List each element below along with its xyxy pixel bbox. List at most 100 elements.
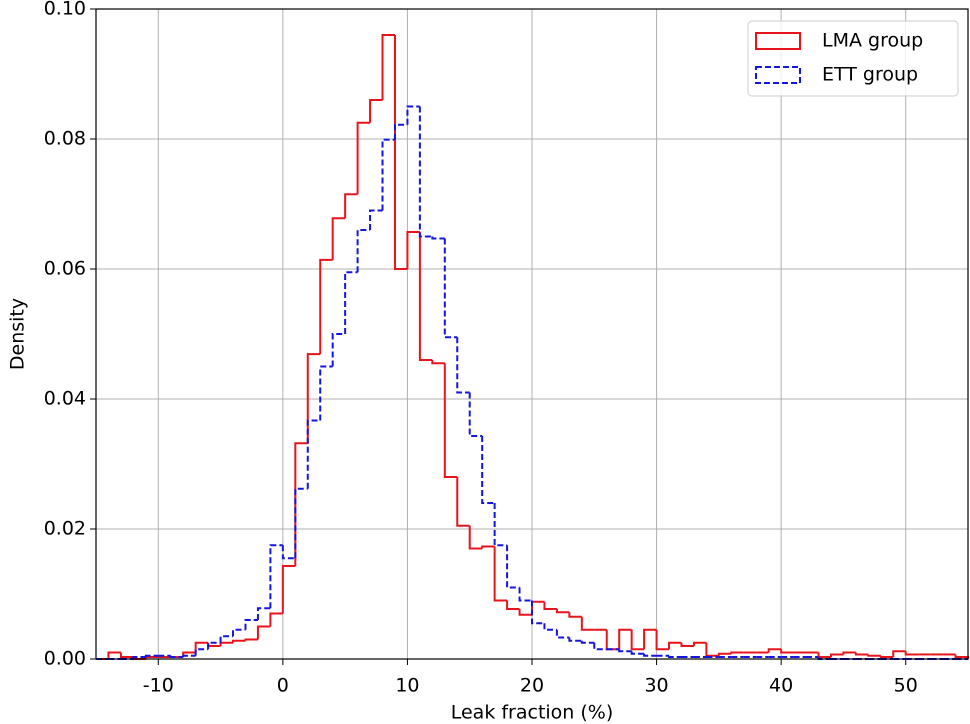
histogram-step <box>829 653 844 658</box>
histogram-step <box>331 333 346 367</box>
histogram-step <box>555 629 570 639</box>
histogram-step <box>256 607 271 620</box>
histogram-step <box>381 138 395 211</box>
x-tick-label: 10 <box>395 675 419 697</box>
histogram-step <box>381 34 395 100</box>
histogram-step <box>867 654 881 657</box>
histogram-step <box>119 652 134 659</box>
legend: LMA group ETT group <box>747 20 959 97</box>
histogram-step <box>219 641 234 646</box>
histogram-step <box>518 587 532 602</box>
histogram-step <box>655 629 670 651</box>
legend-swatch <box>755 66 801 84</box>
histogram-step <box>269 544 283 609</box>
histogram-step <box>468 525 483 550</box>
histogram-step <box>543 601 557 610</box>
histogram-step <box>481 436 495 504</box>
histogram-step <box>443 363 458 478</box>
histogram-step <box>369 209 383 230</box>
histogram-step <box>593 642 607 651</box>
histogram-step <box>705 642 719 657</box>
histogram-step <box>431 236 445 240</box>
histogram-step <box>456 337 470 394</box>
histogram-step <box>643 653 657 657</box>
histogram-step <box>244 619 258 630</box>
histogram-step <box>244 638 258 641</box>
histogram-step <box>531 600 545 615</box>
legend-label: LMA group <box>822 30 923 52</box>
histogram-step <box>854 652 869 656</box>
histogram-step <box>393 35 408 270</box>
histogram-step <box>369 99 383 123</box>
histogram-step <box>356 121 371 195</box>
histogram-step <box>643 628 657 650</box>
histogram-step <box>780 649 794 654</box>
histogram-step <box>132 656 146 659</box>
histogram-step <box>892 650 906 658</box>
histogram-step <box>680 642 694 647</box>
histogram-step <box>281 565 296 614</box>
histogram-step <box>356 229 371 273</box>
histogram-step <box>493 503 508 547</box>
histogram-step <box>555 608 570 614</box>
histogram-step <box>506 600 520 610</box>
histogram-step <box>144 654 159 658</box>
histogram-step <box>468 392 483 438</box>
histogram-step <box>319 365 333 421</box>
histogram-step <box>630 651 645 655</box>
histogram-step <box>269 612 283 627</box>
histogram-step <box>256 625 271 640</box>
histogram-step <box>169 655 184 659</box>
x-tick-label: 50 <box>894 675 918 697</box>
histogram-step <box>344 271 358 334</box>
histogram-step <box>418 231 433 361</box>
histogram-step <box>531 600 545 625</box>
histogram-step <box>817 652 831 659</box>
x-tick-label: 30 <box>644 675 668 697</box>
histogram-step <box>281 545 296 560</box>
histogram-step <box>306 353 321 444</box>
y-tick-label: 0.02 <box>44 518 86 540</box>
histogram-step <box>232 639 246 643</box>
x-axis-label: Leak fraction (%) <box>451 702 614 724</box>
histogram-step <box>904 651 919 656</box>
y-tick-label: 0.10 <box>44 0 86 20</box>
histogram-step <box>456 477 470 527</box>
histogram-step <box>406 230 420 269</box>
histogram-step <box>306 419 321 489</box>
histogram-step <box>618 628 632 650</box>
histogram-step <box>107 651 121 659</box>
y-tick-label: 0.08 <box>44 128 86 150</box>
histogram-step <box>668 655 682 659</box>
histogram-step <box>879 655 894 659</box>
histogram-step <box>692 641 707 646</box>
histogram-step <box>481 545 495 549</box>
histogram-step <box>194 641 209 653</box>
histogram-step <box>294 442 308 567</box>
histogram-step <box>207 641 221 650</box>
histogram-step <box>568 637 582 642</box>
histogram-step <box>219 635 234 643</box>
x-tick-label: 0 <box>277 675 289 697</box>
x-tick-label: 40 <box>769 675 793 697</box>
histogram-step <box>618 649 632 653</box>
histogram-step <box>543 623 557 631</box>
histogram-step <box>393 123 408 140</box>
legend-swatch <box>755 32 801 50</box>
histogram-step <box>431 360 445 365</box>
histogram-step <box>443 238 458 339</box>
x-tick-label: -10 <box>143 675 174 697</box>
histogram-step <box>182 654 196 658</box>
histogram-step <box>580 616 595 631</box>
histogram-step <box>730 651 744 654</box>
histogram-step <box>605 629 620 651</box>
histogram-step <box>294 487 308 559</box>
histogram-step <box>319 258 333 355</box>
histogram-step <box>506 545 520 589</box>
x-tick-label: 20 <box>520 675 544 697</box>
histogram-step <box>232 628 246 637</box>
histogram-step <box>331 217 346 260</box>
histogram-step <box>842 651 856 655</box>
y-tick-label: 0.00 <box>44 648 86 670</box>
